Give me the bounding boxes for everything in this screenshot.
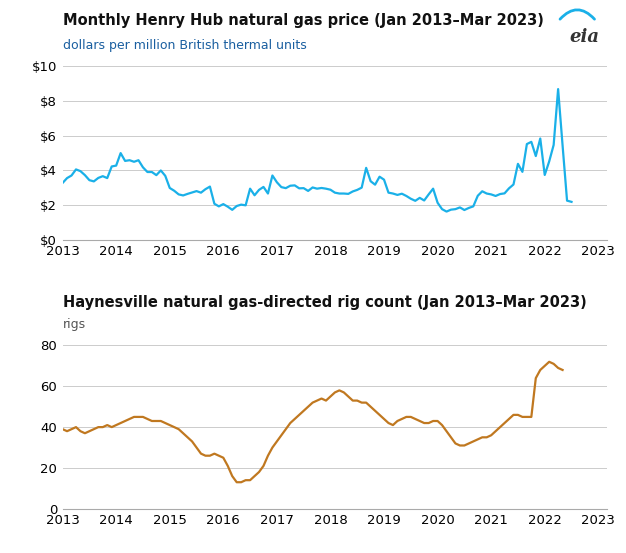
Text: Haynesville natural gas-directed rig count (Jan 2013–Mar 2023): Haynesville natural gas-directed rig cou… bbox=[63, 295, 587, 310]
Text: Monthly Henry Hub natural gas price (Jan 2013–Mar 2023): Monthly Henry Hub natural gas price (Jan… bbox=[63, 13, 543, 28]
Text: rigs: rigs bbox=[63, 318, 86, 331]
Text: eia: eia bbox=[569, 28, 599, 46]
Text: dollars per million British thermal units: dollars per million British thermal unit… bbox=[63, 39, 306, 53]
